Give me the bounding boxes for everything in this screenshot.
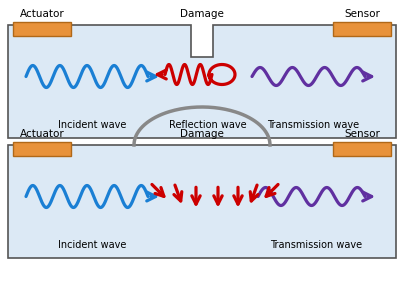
FancyBboxPatch shape [13, 22, 71, 36]
Polygon shape [8, 145, 396, 258]
Text: Damage: Damage [180, 129, 224, 139]
Text: Transmission wave: Transmission wave [267, 120, 360, 130]
FancyBboxPatch shape [13, 142, 71, 156]
Text: Reflection wave: Reflection wave [169, 120, 246, 130]
Text: Incident wave: Incident wave [58, 240, 126, 250]
Text: Sensor: Sensor [344, 9, 380, 19]
Text: Sensor: Sensor [344, 129, 380, 139]
Text: Actuator: Actuator [20, 129, 64, 139]
FancyBboxPatch shape [333, 22, 391, 36]
FancyBboxPatch shape [333, 142, 391, 156]
Text: Incident wave: Incident wave [58, 120, 126, 130]
Text: Transmission wave: Transmission wave [270, 240, 362, 250]
Polygon shape [8, 25, 396, 138]
Text: Damage: Damage [180, 9, 224, 19]
Text: Actuator: Actuator [20, 9, 64, 19]
